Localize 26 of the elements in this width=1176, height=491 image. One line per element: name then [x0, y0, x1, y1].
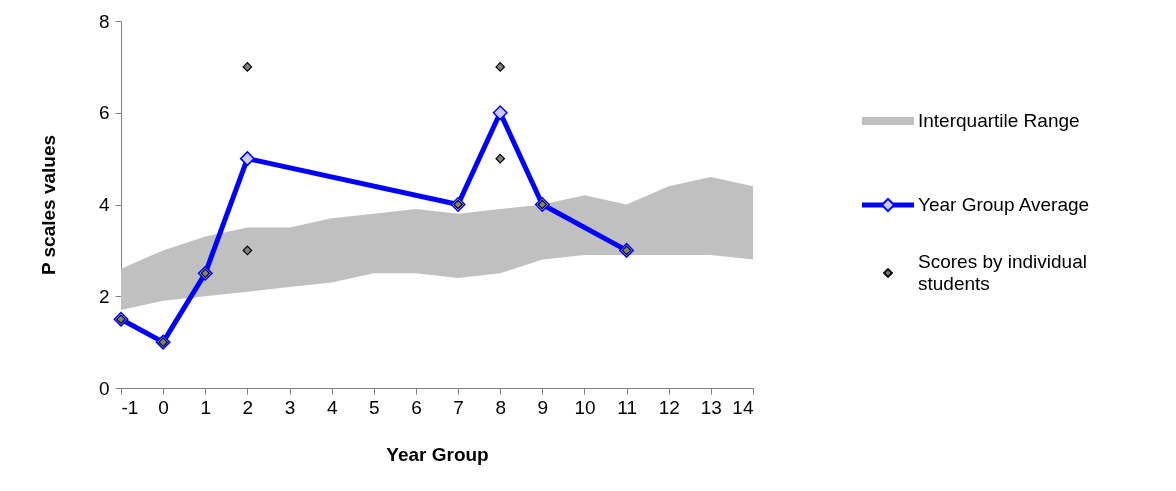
x-tick-label: 3 [284, 396, 296, 418]
legend-label: Scores by individual students [918, 251, 1087, 294]
y-tick-label: 4 [98, 194, 110, 215]
y-tick-label: 2 [98, 285, 110, 307]
x-tick-label: 5 [369, 396, 380, 418]
x-tick-label: 14 [732, 396, 754, 418]
x-tick-label: 11 [617, 396, 637, 418]
x-tick-label: 7 [453, 396, 464, 418]
x-tick-label: 8 [495, 396, 506, 418]
x-tick-label: -1 [121, 396, 139, 418]
y-tick-label: 8 [98, 10, 110, 32]
x-tick-label: 12 [658, 396, 680, 418]
x-tick-label: 0 [158, 396, 169, 418]
x-tick-label: 2 [242, 396, 254, 418]
x-tick-label: 6 [411, 396, 422, 418]
legend-label: Year Group Average [918, 194, 1090, 215]
x-tick-label: 1 [200, 396, 212, 418]
legend-label: Interquartile Range [918, 110, 1080, 131]
x-tick-label: 13 [700, 396, 722, 418]
x-tick-label: 4 [326, 396, 338, 418]
x-axis-title: Year Group [386, 443, 489, 465]
x-tick-label: 10 [574, 396, 596, 418]
x-tick-label: 9 [537, 396, 549, 418]
y-tick-label: 6 [98, 102, 110, 124]
y-axis-title: P scales values [37, 134, 59, 276]
y-tick-label: 0 [98, 377, 110, 399]
